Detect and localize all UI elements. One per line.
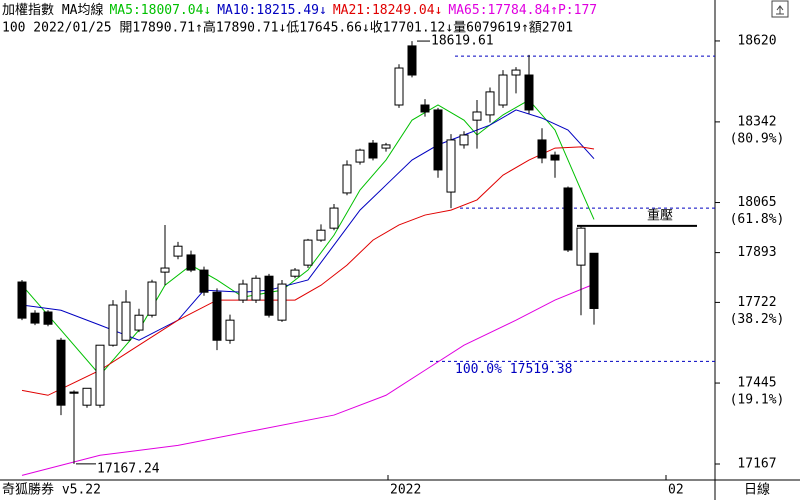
candle-body <box>199 269 209 293</box>
candle-body <box>121 301 131 341</box>
fib-label: (38.2%) <box>730 312 785 327</box>
ma-line <box>21 109 595 341</box>
ma-line <box>21 283 595 476</box>
footer-right: 日線 <box>744 482 770 498</box>
low-label: 17167.24 <box>97 461 160 476</box>
candle-body <box>576 227 586 266</box>
candle-body <box>407 45 417 76</box>
candle-body <box>69 391 79 394</box>
header-item: MA5:18007.04↓ <box>109 3 211 18</box>
candle-body <box>108 304 118 346</box>
header-item: MA21:18249.04↓ <box>333 3 443 18</box>
candle-body <box>43 311 53 325</box>
y-tick-label: 18342 <box>737 114 776 129</box>
candle-body <box>381 144 391 149</box>
y-tick-label: 17722 <box>737 295 776 310</box>
candle-body <box>511 69 521 76</box>
candle-body <box>433 109 443 171</box>
ma-line <box>21 99 595 376</box>
y-tick-label: 17893 <box>737 245 776 260</box>
level-label: 100.0% 17519.38 <box>455 362 572 377</box>
header: 加權指數 MA均線 MA5:18007.04↓ MA10:18215.49↓ MA21… <box>2 2 597 36</box>
x-tick-label: 02 <box>668 483 684 498</box>
fib-label: (80.9%) <box>730 131 785 146</box>
candle-body <box>173 245 183 257</box>
candle-body <box>277 283 287 321</box>
x-tick-label: 2022 <box>390 483 421 498</box>
candle-body <box>394 67 404 106</box>
header-item: 加權指數 MA均線 <box>2 2 103 18</box>
candle-body <box>524 74 534 111</box>
candle-body <box>160 267 170 273</box>
candle-body <box>303 239 313 266</box>
fib-label: (19.1%) <box>730 393 785 408</box>
candle-body <box>56 339 66 406</box>
footer-left: 奇狐勝券 v5.22 <box>2 482 101 498</box>
y-tick-label: 17445 <box>737 376 776 391</box>
candle-body <box>212 291 222 341</box>
resistance-label: 重壓 <box>647 207 673 223</box>
candle-body <box>459 134 469 146</box>
candle-body <box>550 154 560 161</box>
candle-body <box>82 387 92 406</box>
candle-body <box>316 229 326 241</box>
candle-body <box>537 139 547 159</box>
candle-body <box>498 74 508 106</box>
info-line: 100 2022/01/25 開17890.71↑高17890.71↓低1764… <box>2 20 573 36</box>
candle-body <box>290 269 300 277</box>
candle-body <box>329 207 339 229</box>
candle-body <box>30 312 40 324</box>
high-label: 18619.61 <box>431 34 494 49</box>
candle-body <box>186 254 196 271</box>
ma-line <box>21 146 595 396</box>
candle-body <box>95 344 105 406</box>
y-tick-label: 18620 <box>737 33 776 48</box>
y-tick-label: 17167 <box>737 456 776 471</box>
header-item: MA65:17784.84↑ <box>448 3 558 18</box>
candle-body <box>446 139 456 193</box>
candle-body <box>238 283 248 301</box>
header-item: P:177 <box>558 3 597 18</box>
candle-body <box>472 111 482 121</box>
candle-body <box>17 281 27 319</box>
candle-body <box>134 314 144 331</box>
header-line: 加權指數 MA均線 MA5:18007.04↓ MA10:18215.49↓ MA21… <box>2 2 597 18</box>
candle-body <box>342 164 352 194</box>
button-icon <box>776 5 784 15</box>
candle-body <box>147 281 157 316</box>
candle-body <box>368 142 378 159</box>
candle-body <box>563 187 573 251</box>
candle-body <box>355 149 365 163</box>
candle-body <box>420 104 430 113</box>
candle-body <box>251 277 261 301</box>
y-tick-label: 18065 <box>737 195 776 210</box>
candle-body <box>485 91 495 116</box>
fib-label: (61.8%) <box>730 212 785 227</box>
header-item: MA10:18215.49↓ <box>217 3 327 18</box>
candle-body <box>264 275 274 316</box>
candle-body <box>589 252 599 309</box>
candle-body <box>225 319 235 341</box>
window-button[interactable] <box>771 0 789 18</box>
